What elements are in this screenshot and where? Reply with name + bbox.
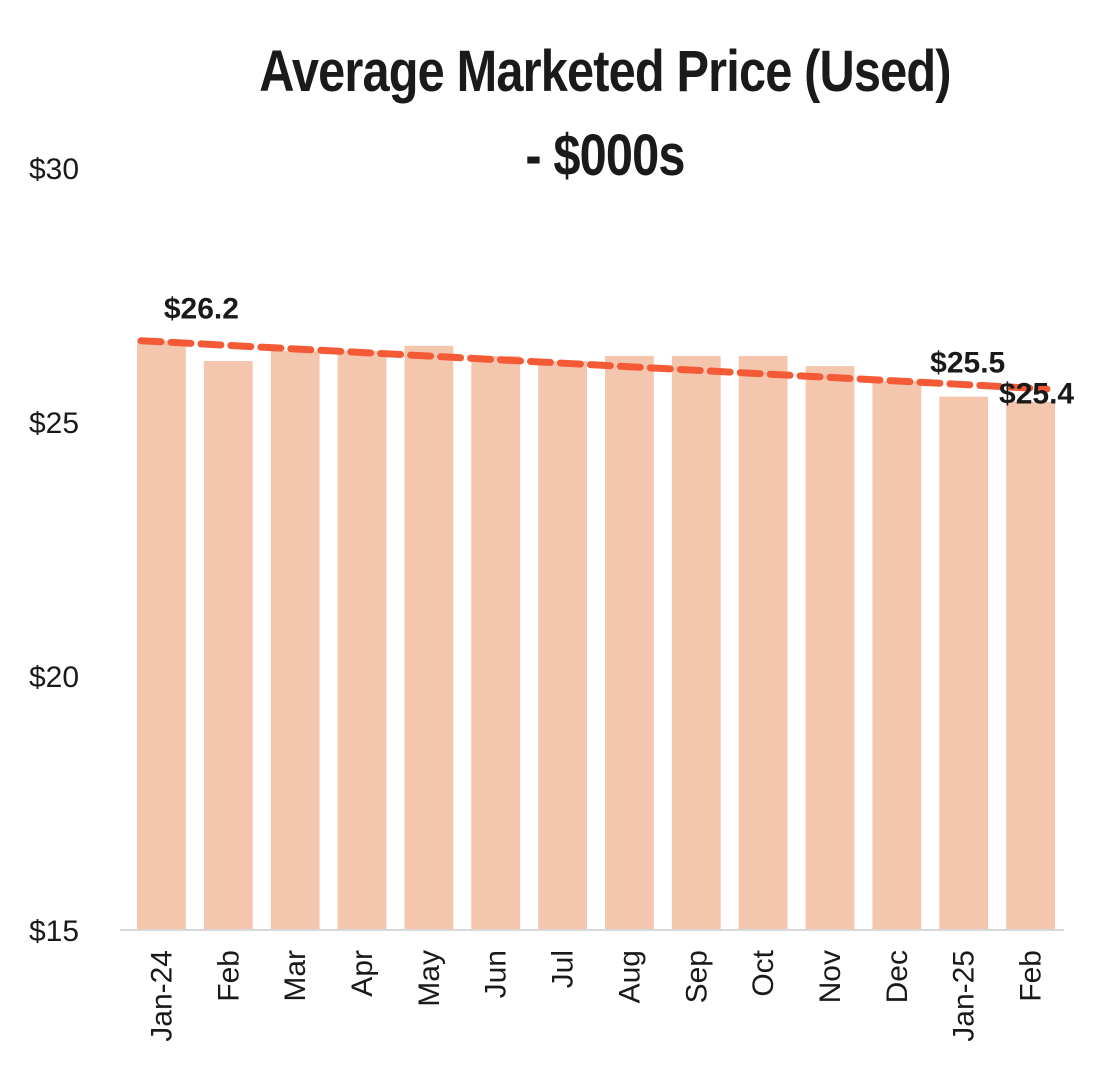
bar bbox=[270, 350, 320, 930]
bar-series bbox=[137, 340, 1055, 931]
bar bbox=[1006, 401, 1055, 930]
y-axis-tick-labels: $15 $20 $25 $30 bbox=[29, 153, 79, 948]
chart-title-line-2: - $000s bbox=[525, 123, 685, 188]
x-tick-label: Sep bbox=[680, 950, 713, 1003]
y-tick-label: $25 bbox=[29, 407, 79, 440]
bar bbox=[471, 355, 521, 931]
bar bbox=[404, 345, 454, 930]
chart-title: Average Marketed Price (Used) - $000s bbox=[206, 30, 1004, 198]
x-axis-tick-labels: Jan-24 Feb Mar Apr May Jun Jul Aug Sep Oct Nov Dec J… bbox=[145, 949, 1047, 1041]
data-label: $25.4 bbox=[999, 378, 1074, 411]
bar bbox=[203, 361, 253, 930]
y-tick-label: $15 bbox=[29, 915, 79, 948]
chart-title-line-1: Average Marketed Price (Used) bbox=[259, 39, 951, 104]
data-label: $26.2 bbox=[164, 293, 239, 326]
x-tick-label: Aug bbox=[613, 950, 646, 1003]
bar bbox=[738, 355, 788, 931]
x-tick-label: Oct bbox=[747, 949, 780, 996]
y-tick-label: $20 bbox=[29, 661, 79, 694]
bar bbox=[605, 355, 654, 931]
bar bbox=[538, 361, 587, 930]
x-tick-label: Jan-25 bbox=[948, 950, 981, 1042]
y-tick-label: $30 bbox=[29, 153, 79, 186]
x-tick-label: Mar bbox=[279, 950, 312, 1002]
x-tick-label: Nov bbox=[814, 950, 847, 1003]
x-tick-label: Dec bbox=[881, 950, 914, 1003]
bar bbox=[939, 396, 989, 931]
x-tick-label: Feb bbox=[1015, 950, 1048, 1002]
data-label: $25.5 bbox=[930, 347, 1005, 380]
x-tick-label: Jul bbox=[547, 950, 580, 988]
bar bbox=[337, 350, 387, 930]
bar bbox=[872, 381, 922, 930]
x-tick-label: May bbox=[413, 950, 446, 1007]
x-tick-label: Jun bbox=[480, 950, 513, 998]
x-tick-label: Jan-24 bbox=[145, 950, 178, 1042]
trendline-group bbox=[137, 337, 1051, 393]
bar bbox=[805, 366, 855, 930]
data-label-group: $26.2 $25.5$25.4 bbox=[164, 293, 1075, 411]
x-tick-label: Apr bbox=[346, 950, 379, 997]
bar bbox=[671, 355, 721, 931]
bar bbox=[137, 340, 186, 931]
x-tick-label: Feb bbox=[212, 950, 245, 1002]
trendline bbox=[137, 337, 1051, 393]
